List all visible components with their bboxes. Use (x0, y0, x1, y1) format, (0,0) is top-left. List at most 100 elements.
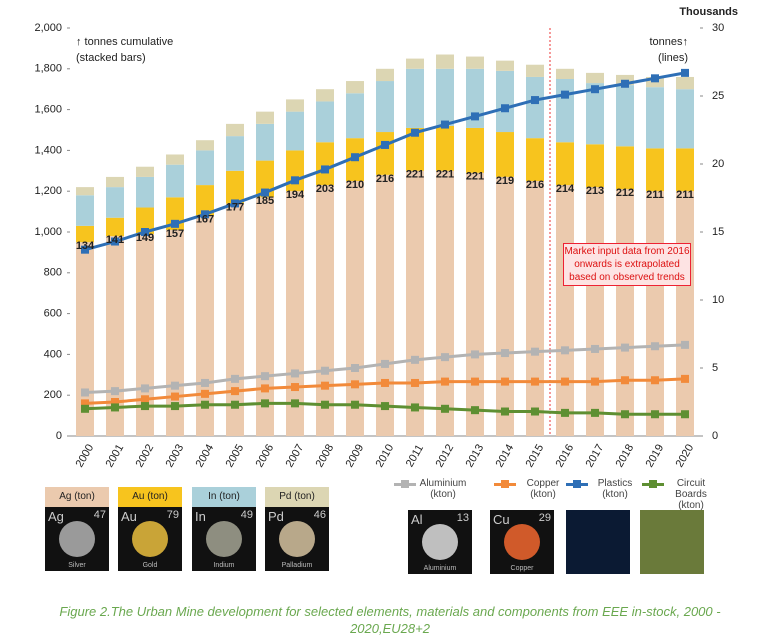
line-marker (321, 400, 329, 409)
bar-label: 167 (196, 214, 214, 226)
line-marker (231, 199, 239, 208)
x-tick-label: 2003 (164, 442, 187, 469)
line-marker (411, 403, 419, 412)
bar-segment (526, 138, 544, 181)
bar-label: 216 (526, 179, 544, 191)
line-marker (471, 112, 479, 121)
legend-swatch (493, 480, 516, 488)
element-tile: Cu 29 Copper (490, 510, 554, 596)
bar-segment (556, 185, 574, 436)
line-marker (651, 376, 659, 385)
legend-marker (400, 480, 409, 488)
line-marker (561, 90, 569, 99)
annotation: Market input data from 2016 onwards is e… (563, 243, 691, 286)
x-tick-label: 2000 (74, 442, 97, 469)
line-marker (651, 74, 659, 83)
y-tick-label: 800 (44, 267, 62, 279)
line-marker (561, 408, 569, 417)
line-marker (351, 380, 359, 389)
x-tick-label: 2008 (314, 442, 337, 469)
bar-segment (286, 111, 304, 151)
line-marker (561, 377, 569, 386)
bar-segment (346, 93, 364, 139)
y2-tick-label: 10 (712, 294, 724, 306)
x-tick-label: 2002 (134, 442, 157, 469)
legend-swatch (393, 480, 416, 488)
line-marker (291, 369, 299, 378)
element-image: Pd 46 Palladium (265, 507, 329, 571)
legend-label: Plastics (kton) (597, 478, 633, 500)
line-marker (411, 378, 419, 387)
line-marker (111, 387, 119, 396)
legend-swatch (641, 480, 664, 488)
bar-segment (286, 99, 304, 112)
bar-label: 221 (406, 169, 424, 181)
bar-segment (196, 185, 214, 216)
line-marker (441, 377, 449, 386)
line-marker (111, 237, 119, 246)
x-tick-label: 2011 (404, 443, 426, 469)
line-marker (111, 403, 119, 412)
caption: Figure 2.The Urban Mine development for … (59, 604, 721, 636)
line-marker (171, 402, 179, 411)
element-name: Indium (213, 562, 235, 569)
bar-segment (676, 191, 694, 436)
bar-label: 216 (376, 173, 394, 185)
bar-segment (136, 176, 154, 208)
axis-unit: Thousands (679, 6, 738, 18)
bar-segment (376, 174, 394, 436)
y-tick-label: 2,000 (34, 22, 62, 34)
legend-label: Aluminium (kton) (419, 478, 467, 500)
element-symbol: Pd (268, 509, 284, 524)
bar-segment (226, 170, 244, 204)
y-tick-label: 400 (44, 348, 62, 360)
element-tile: In (ton) In 49 Indium (192, 487, 256, 573)
element-number: 29 (538, 512, 551, 524)
x-tick-label: 2001 (104, 442, 127, 469)
y-tick-label: 1,000 (34, 226, 62, 238)
x-tick-label: 2018 (614, 442, 637, 469)
element-number: 46 (313, 509, 326, 521)
bar-segment (616, 146, 634, 190)
line-marker (381, 378, 389, 387)
x-tick-label: 2006 (254, 442, 277, 469)
line-marker (381, 359, 389, 368)
line-marker (591, 377, 599, 386)
line-marker (81, 399, 89, 408)
line-marker (411, 128, 419, 137)
bar-segment (556, 68, 574, 79)
bar-segment (586, 83, 604, 145)
bar-segment (376, 81, 394, 133)
line-marker (591, 408, 599, 417)
bar-segment (646, 87, 664, 149)
bar-segment (376, 68, 394, 82)
y2-tick-label: 30 (712, 22, 724, 34)
bar-segment (346, 81, 364, 94)
bar-segment (676, 148, 694, 192)
bar-segment (226, 136, 244, 171)
bar-segment (466, 127, 484, 173)
line-marker (351, 400, 359, 409)
element-photo (206, 521, 242, 557)
x-tick-label: 2015 (524, 442, 547, 469)
bar-segment (436, 125, 454, 171)
bar-segment (466, 172, 484, 436)
y-tick-label: 600 (44, 308, 62, 320)
bar-segment (316, 89, 334, 102)
bar-label: 210 (346, 179, 364, 191)
line-marker (471, 406, 479, 415)
x-tick-label: 2009 (344, 442, 367, 469)
element-tile: Pd (ton) Pd 46 Palladium (265, 487, 329, 573)
line-marker (291, 176, 299, 185)
line-marker (261, 384, 269, 393)
element-symbol: Ag (48, 509, 64, 524)
bar-segment (136, 166, 154, 177)
x-tick-label: 2007 (284, 442, 307, 469)
bar-segment (376, 132, 394, 175)
legend-item: Circuit Boards (kton) (640, 478, 720, 511)
line-marker (681, 410, 689, 419)
line-marker (141, 228, 149, 236)
line-marker (321, 381, 329, 390)
line-marker (621, 79, 629, 88)
